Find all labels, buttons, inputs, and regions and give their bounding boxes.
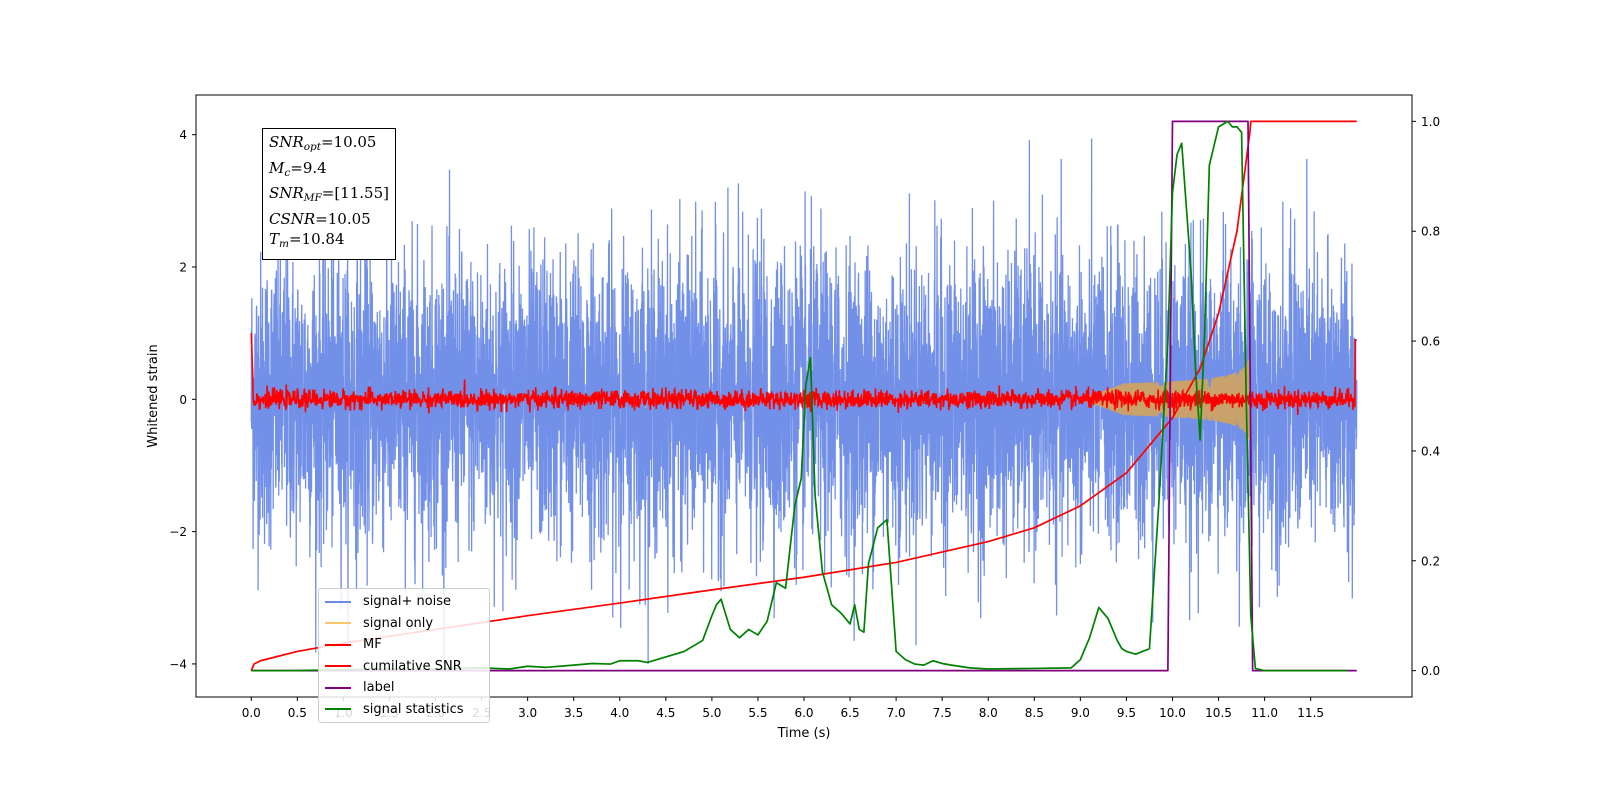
legend-item: signal only — [325, 613, 485, 635]
x-tick-label: 3.5 — [564, 706, 583, 720]
legend-swatch — [325, 643, 351, 646]
legend-item: MF — [325, 634, 485, 656]
legend-item: label — [325, 677, 485, 699]
csnr-line: CSNR=10.05 — [269, 209, 371, 228]
snr-opt-value: =10.05 — [320, 133, 377, 151]
series-mf — [250, 333, 1357, 415]
y2-tick-label: 0.0 — [1421, 664, 1440, 678]
y-tick-label: −2 — [169, 525, 187, 539]
y2-tick-label: 0.6 — [1421, 335, 1440, 349]
x-tick-label: 6.5 — [841, 706, 860, 720]
csnr-value: =10.05 — [315, 209, 371, 228]
tm-value: =10.84 — [288, 230, 345, 248]
x-tick-label: 5.0 — [702, 706, 721, 720]
legend-label: signal statistics — [363, 701, 464, 717]
x-tick-label: 9.0 — [1071, 706, 1090, 720]
legend-item: cumilative SNR — [325, 656, 485, 678]
x-axis-label: Time (s) — [777, 726, 831, 741]
snr-mf-line: SNRMF=[11.55] — [269, 184, 389, 204]
x-tick-label: 3.0 — [518, 706, 537, 720]
y-tick-label: 4 — [179, 128, 187, 142]
legend-label: signal only — [363, 615, 434, 631]
legend-swatch — [325, 665, 351, 668]
legend: signal+ noise signal only MF cumilative … — [318, 588, 490, 723]
x-tick-label: 0.0 — [242, 706, 261, 720]
snr-annotation-box: SNRopt=10.05 Mc=9.4 SNRMF=[11.55] CSNR=1… — [262, 128, 396, 260]
y2-tick-label: 0.4 — [1421, 444, 1440, 458]
legend-label: signal+ noise — [363, 594, 452, 610]
x-tick-label: 4.5 — [656, 706, 675, 720]
x-tick-label: 10.5 — [1205, 706, 1232, 720]
snr-opt-line: SNRopt=10.05 — [269, 133, 377, 153]
x-tick-label: 7.0 — [887, 706, 906, 720]
snr-mf-value: =[11.55] — [321, 184, 389, 202]
mc-line: Mc=9.4 — [269, 158, 327, 179]
legend-item: signal+ noise — [325, 591, 485, 613]
x-tick-label: 0.5 — [288, 706, 307, 720]
x-tick-label: 4.0 — [610, 706, 629, 720]
x-tick-label: 5.5 — [748, 706, 767, 720]
mc-value: =9.4 — [290, 158, 327, 177]
y-axis-label: Whitened strain — [146, 344, 161, 447]
legend-swatch — [325, 622, 351, 625]
legend-label: cumilative SNR — [363, 658, 462, 674]
x-tick-label: 7.5 — [933, 706, 952, 720]
x-tick-label: 8.0 — [979, 706, 998, 720]
series-signal-statistics — [251, 120, 1348, 672]
y-tick-label: 0 — [179, 393, 187, 407]
y2-tick-label: 0.8 — [1421, 225, 1440, 239]
y2-tick-label: 1.0 — [1421, 115, 1440, 129]
y-tick-label: −4 — [169, 657, 187, 671]
series-signal-noise — [250, 138, 1358, 664]
x-tick-label: 11.0 — [1251, 706, 1278, 720]
legend-swatch — [325, 708, 351, 711]
y2-tick-label: 0.2 — [1421, 554, 1440, 568]
legend-label: MF — [363, 637, 382, 653]
legend-swatch — [325, 600, 351, 603]
tm-line: Tm=10.84 — [269, 230, 345, 250]
x-tick-label: 10.0 — [1159, 706, 1186, 720]
x-tick-label: 8.5 — [1025, 706, 1044, 720]
x-tick-label: 11.5 — [1297, 706, 1324, 720]
legend-label: label — [363, 680, 395, 696]
x-tick-label: 9.5 — [1117, 706, 1136, 720]
x-tick-label: 6.0 — [794, 706, 813, 720]
legend-item: signal statistics — [325, 699, 485, 721]
legend-swatch — [325, 686, 351, 689]
y-tick-label: 2 — [179, 261, 187, 275]
